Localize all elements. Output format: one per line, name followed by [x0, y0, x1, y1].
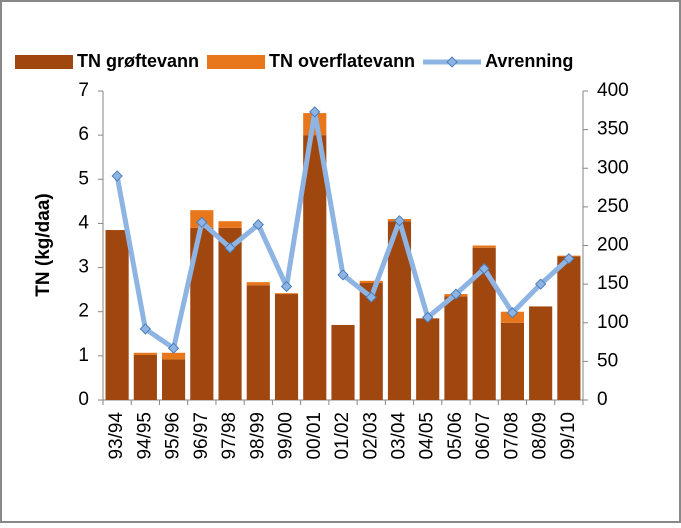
bar [133, 352, 157, 355]
legend-marker [446, 56, 458, 68]
y2-tick-label: 250 [597, 196, 629, 217]
marker [422, 311, 434, 323]
bar [359, 283, 383, 400]
y2-tick-label: 350 [597, 119, 629, 140]
y-tick-label: 2 [78, 301, 89, 322]
x-tick-label: 99/00 [276, 412, 297, 460]
marker [534, 278, 547, 290]
marker [478, 263, 490, 275]
bar [162, 352, 186, 360]
bar [162, 359, 186, 400]
bar [557, 256, 581, 400]
x-tick-label: 05/06 [445, 412, 466, 460]
y-axis-title: TN (kg/daa) [33, 193, 54, 296]
x-tick-label: 01/02 [332, 412, 353, 460]
y2-tick-label: 300 [597, 157, 629, 178]
y2-tick-label: 400 [597, 80, 629, 101]
marker [224, 242, 236, 254]
legend-label: Avrenning [485, 51, 573, 71]
bar [500, 322, 524, 400]
y2-tick-label: 50 [597, 350, 618, 371]
y2-tick-label: 0 [597, 389, 608, 410]
bar [303, 135, 327, 400]
x-tick-label: 95/96 [163, 412, 184, 460]
marker [563, 252, 575, 265]
marker [139, 323, 152, 335]
x-tick-label: 00/01 [304, 412, 325, 460]
y-tick-label: 5 [78, 168, 89, 189]
x-tick-label: 98/99 [247, 412, 268, 460]
marker [506, 307, 519, 319]
bar [529, 306, 553, 400]
marker [111, 170, 123, 182]
bar [218, 227, 242, 400]
x-tick-label: 09/10 [558, 412, 579, 460]
legend-label: TN grøftevann [77, 51, 199, 71]
x-tick-label: 04/05 [417, 412, 438, 460]
y-tick-label: 6 [78, 124, 89, 145]
x-tick-label: 06/07 [473, 412, 494, 460]
marker [393, 215, 406, 227]
bar [444, 296, 468, 400]
bar [246, 285, 270, 400]
marker [365, 291, 377, 303]
bar [274, 294, 299, 400]
bar [218, 221, 242, 228]
x-tick-label: 93/94 [106, 412, 127, 460]
marker [450, 288, 462, 300]
x-tick-label: 03/04 [388, 412, 409, 460]
marker [280, 280, 293, 293]
marker [337, 269, 349, 281]
bar [472, 245, 496, 248]
y2-tick-label: 200 [597, 235, 629, 256]
marker [252, 218, 264, 231]
marker [196, 216, 208, 228]
bar [359, 280, 383, 284]
y-tick-label: 4 [78, 212, 89, 233]
bar [246, 282, 270, 286]
x-tick-label: 94/95 [134, 412, 155, 460]
y-tick-label: 7 [78, 80, 89, 101]
y2-tick-label: 100 [597, 312, 629, 333]
x-tick-label: 96/97 [191, 412, 212, 460]
bar [190, 227, 214, 400]
bar [387, 221, 412, 400]
bar [331, 324, 355, 400]
bar [105, 230, 129, 400]
bar [416, 318, 440, 400]
x-tick-label: 97/98 [219, 412, 240, 460]
legend-label: TN overflatevann [269, 51, 415, 71]
y2-tick-label: 150 [597, 273, 629, 294]
x-tick-label: 02/03 [360, 412, 381, 460]
legend-swatch [15, 55, 73, 69]
x-tick-label: 07/08 [501, 412, 522, 460]
y-tick-label: 3 [78, 257, 89, 278]
bar [472, 247, 496, 400]
y-tick-label: 1 [78, 345, 89, 366]
bar [274, 293, 299, 295]
y-tick-label: 0 [78, 389, 89, 410]
marker [167, 342, 180, 354]
marker [309, 106, 321, 118]
bar [133, 354, 157, 400]
legend-swatch [207, 55, 266, 69]
x-tick-label: 08/09 [530, 412, 551, 460]
